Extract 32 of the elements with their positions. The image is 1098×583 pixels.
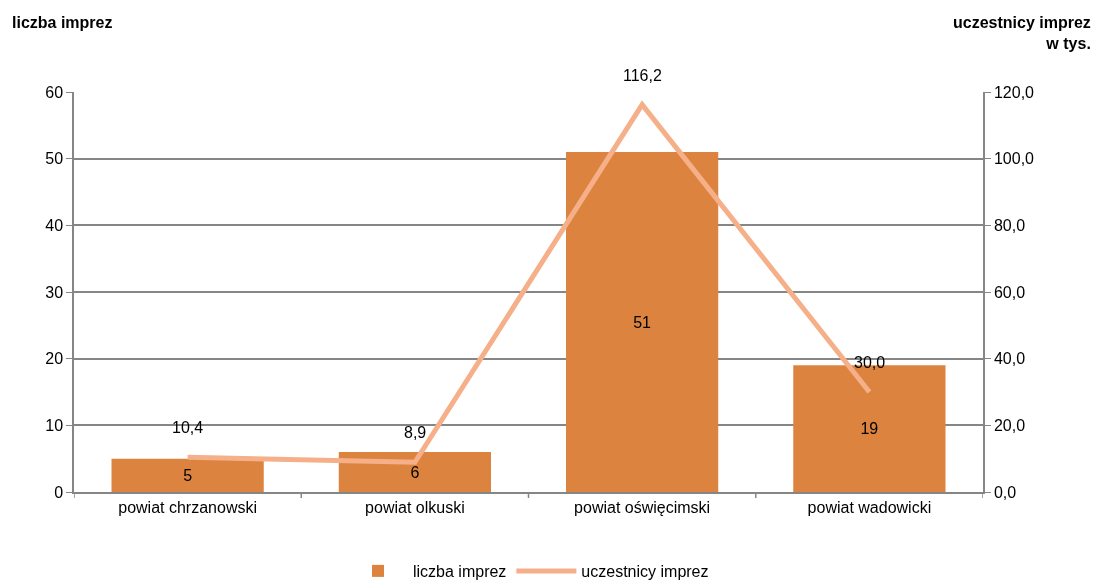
bar [338, 452, 491, 492]
data-label: 10,4 [172, 419, 204, 436]
legend-label: uczestnicy imprez [581, 563, 709, 581]
x-tick-label: powiat oświęcimski [574, 498, 711, 516]
y-tick-label: 60 [45, 83, 64, 101]
y2-tick-label: 120,0 [993, 83, 1035, 101]
data-label: 8,9 [404, 424, 427, 441]
legend-label: liczba imprez [413, 563, 507, 581]
y2-axis-title: uczestnicy imprez w tys. [953, 14, 1091, 52]
y-tick-label: 20 [45, 350, 64, 368]
y-tick-label: 30 [45, 283, 64, 301]
data-label: 6 [410, 463, 420, 481]
data-label: 116,2 [623, 67, 662, 84]
y2-tick-label: 100,0 [993, 150, 1035, 168]
bar [566, 152, 719, 492]
y2-tick-label: 40,0 [993, 350, 1026, 368]
y2-tick-label: 80,0 [993, 216, 1026, 234]
bar [111, 458, 264, 492]
y-tick-label: 10 [45, 416, 64, 434]
data-label: 19 [860, 420, 879, 438]
y2-tick-label: 60,0 [993, 283, 1026, 301]
y-tick-label: 50 [45, 150, 64, 168]
y2-tick-label: 20,0 [993, 416, 1026, 434]
x-tick-label: powiat olkuski [365, 498, 465, 516]
y-tick-label: 0 [54, 483, 64, 501]
y-tick-label: 40 [45, 216, 64, 234]
data-label: 51 [633, 313, 652, 331]
data-label: 5 [183, 466, 193, 484]
x-tick-label: powiat wadowicki [807, 498, 932, 516]
x-tick-label: powiat chrzanowski [118, 498, 257, 516]
y-axis-title: liczba imprez [12, 14, 113, 31]
y2-tick-label: 0,0 [993, 483, 1017, 501]
